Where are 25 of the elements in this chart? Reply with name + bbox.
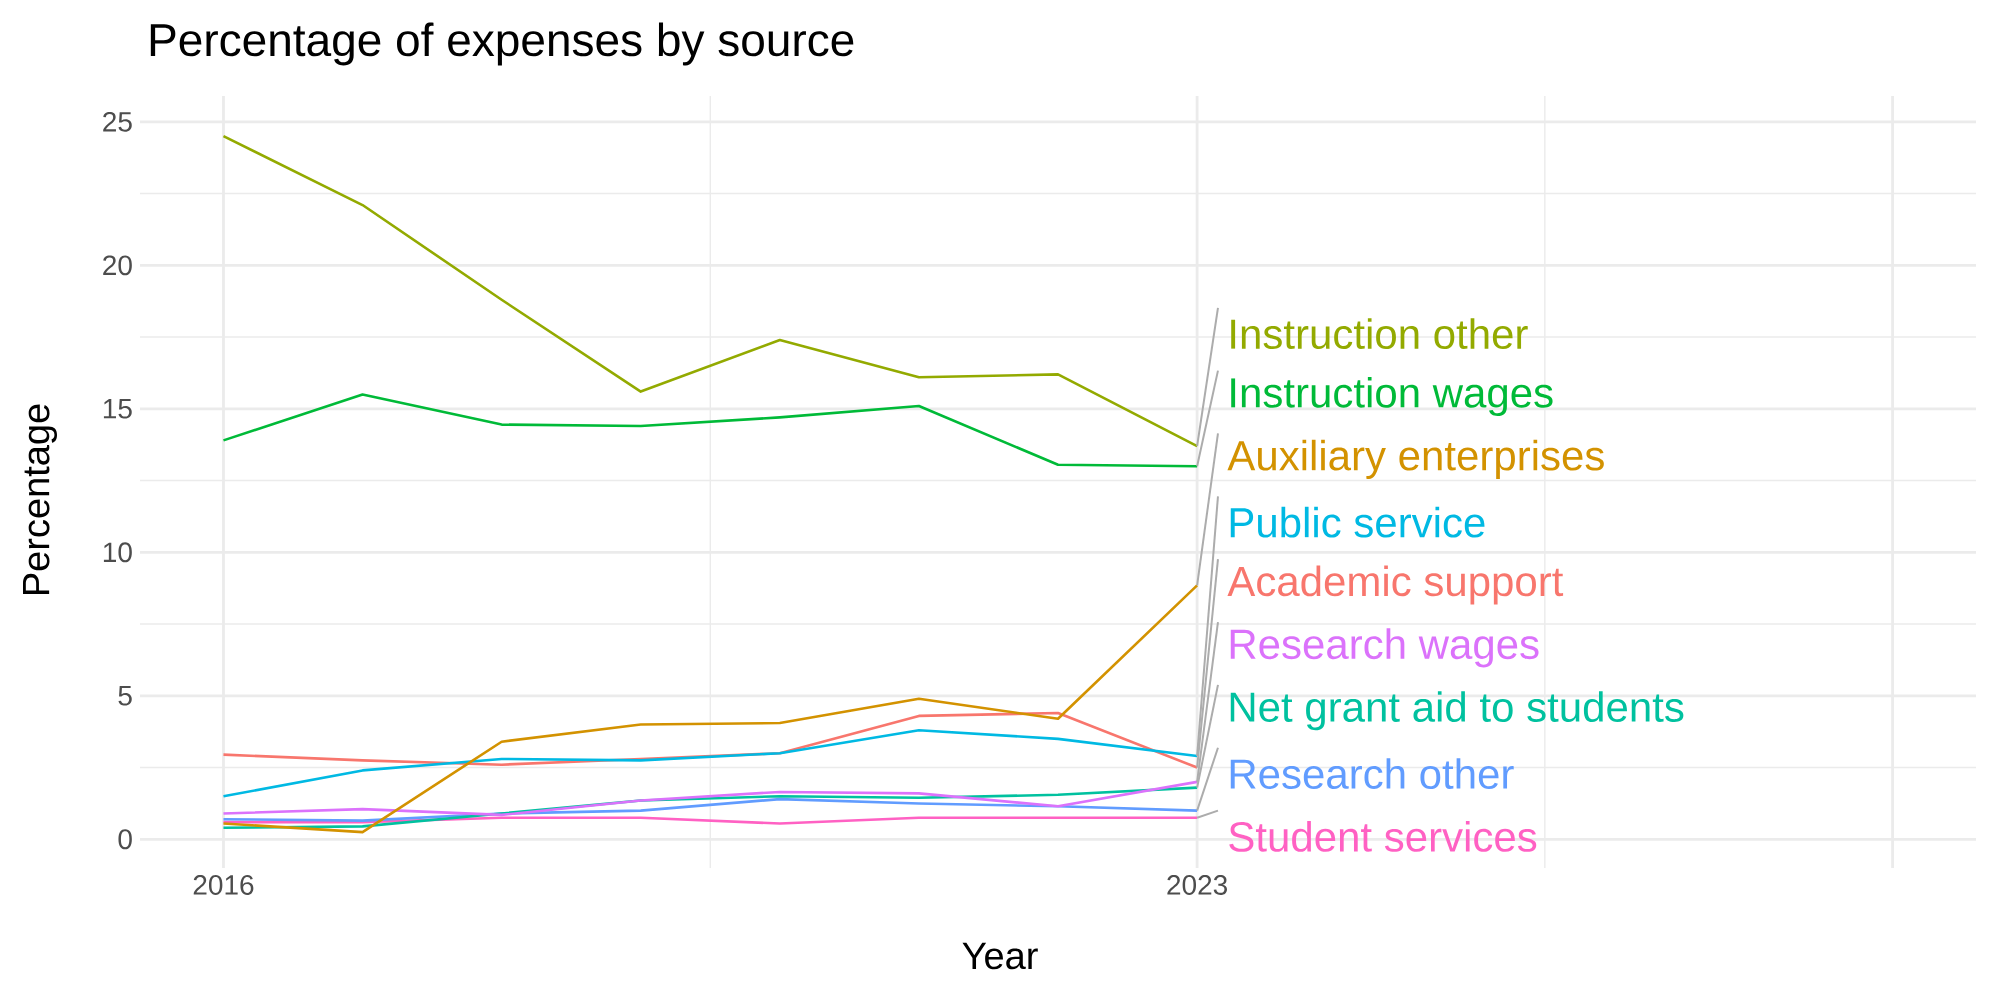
text: Instruction other <box>1231 318 1528 350</box>
line-series <box>222 134 1199 448</box>
line-series <box>222 393 1199 468</box>
series-label: Net grant aid to students <box>1230 691 1684 731</box>
y-tick-label: 10 <box>103 542 132 563</box>
y-tick-label: 20 <box>103 255 132 276</box>
series-label: Student services <box>1229 821 1537 852</box>
series-label: Instruction wages <box>1231 376 1553 417</box>
y-tick-label: 15 <box>103 399 132 419</box>
x-axis-title: Year <box>962 942 1038 970</box>
text: Public service <box>1230 506 1485 538</box>
line-series <box>222 728 1199 798</box>
line-series <box>222 780 1199 817</box>
chart-title: Percentage of expenses by source <box>150 22 854 66</box>
text: Academic support <box>1227 565 1564 605</box>
text: Research wages <box>1230 628 1539 668</box>
x-tick-label: 2016 <box>193 875 254 895</box>
y-axis-title: Percentage <box>23 404 57 595</box>
y-tick-label: 5 <box>118 686 132 706</box>
series-label: Research other <box>1230 758 1514 789</box>
line-series <box>222 584 1199 834</box>
y-tick-label: 25 <box>103 111 132 132</box>
y-tick-label: 0 <box>118 829 132 850</box>
text: Auxiliary enterprises <box>1227 439 1604 479</box>
x-tick-label: 2023 <box>1167 875 1227 895</box>
